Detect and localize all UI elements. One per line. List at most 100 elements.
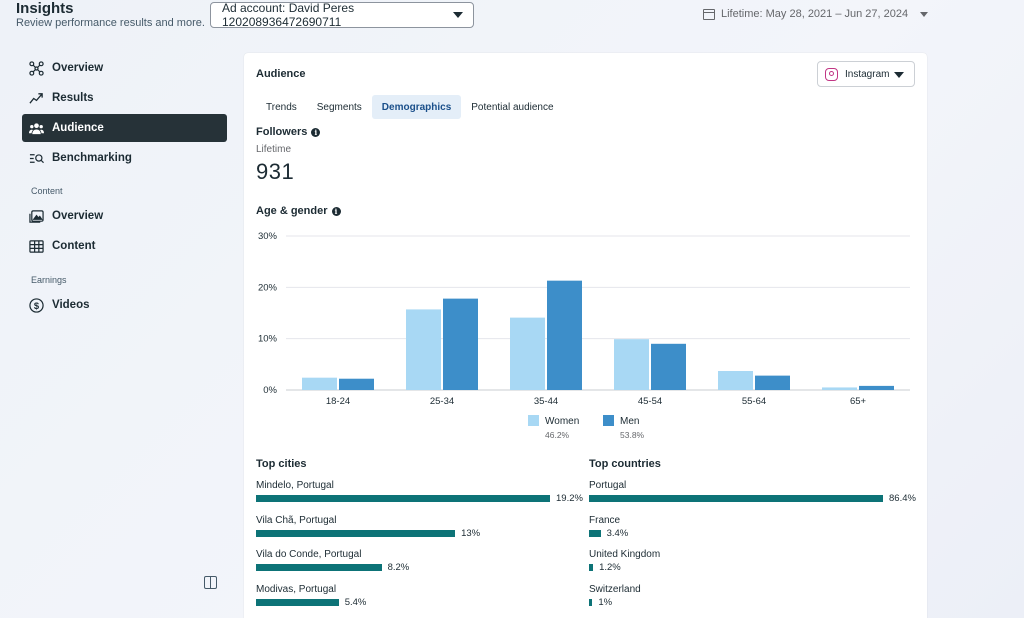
city-label: Modivas, Portugal [256,583,337,595]
caret-down-icon [453,12,463,18]
collapse-sidebar-icon[interactable] [204,576,217,589]
bar-men-65+ [859,385,894,390]
top-cities-title: Top cities [256,458,307,470]
followers-heading: Followers i [256,126,321,138]
sidebar-item-label: Overview [52,210,104,222]
people-icon [29,121,44,136]
benchmark-icon [29,151,44,166]
followers-count: 931 [256,159,295,184]
city-value: 19.2% [556,493,583,504]
calendar-icon [703,8,715,20]
sidebar-item-audience[interactable]: Audience [22,114,227,142]
ad-account-dropdown[interactable]: Ad account: David Peres 1202089364726907… [210,1,474,29]
country-label: United Kingdom [589,549,661,560]
sidebar-item-label: Benchmarking [52,152,132,164]
y-tick-label: 30% [258,231,278,242]
age-gender-label: Age & gender [256,205,328,217]
sidebar-item-videos[interactable]: $ Videos [22,291,227,319]
legend-swatch-men [603,415,614,426]
country-label: Switzerland [589,583,641,595]
instagram-icon [825,67,838,81]
date-range-picker[interactable]: Lifetime: May 28, 2021 – Jun 27, 2024 [703,8,929,20]
sidebar-item-label: Videos [52,299,90,311]
city-bar [256,529,456,537]
sidebar-item-results[interactable]: Results [22,84,227,112]
x-tick-label: 35-44 [534,396,558,407]
bar-men-45-54 [651,343,686,390]
top-countries-title: Top countries [589,458,661,470]
country-bar [589,495,883,502]
table-icon [29,239,44,254]
legend-label-women: Women [545,416,579,427]
bar-men-35-44 [547,280,582,390]
city-value: 5.4% [344,596,367,608]
info-icon[interactable]: i [311,127,321,137]
bar-women-18-24 [302,377,337,390]
followers-period: Lifetime [256,144,292,155]
bar-women-25-34 [406,309,441,390]
card-title: Audience [256,68,306,80]
tab-demographics[interactable]: Demographics [371,95,462,119]
bar-women-55-64 [718,371,753,390]
sidebar-item-content[interactable]: Content [22,232,227,260]
nodes-icon [29,60,44,76]
x-tick-label: 45-54 [638,396,662,407]
ad-account-label: Ad account: David Peres 1202089364726907… [222,1,355,29]
svg-text:$: $ [34,300,40,310]
bar-men-25-34 [443,298,478,390]
sidebar-item-content-overview[interactable]: Overview [22,202,227,230]
legend-swatch-women [528,415,539,426]
date-range-label: Lifetime: May 28, 2021 – Jun 27, 2024 [721,8,909,20]
bar-men-18-24 [339,378,374,390]
info-icon[interactable]: i [331,206,341,216]
legend-share-women: 46.2% [545,430,570,440]
sidebar-section-content: Content [31,186,63,196]
tab-segments[interactable]: Segments [316,101,362,113]
bar-men-55-64 [755,375,790,390]
sidebar-item-label: Overview [52,62,104,74]
trend-icon [29,91,44,106]
sidebar-item-overview[interactable]: Overview [22,54,227,82]
country-bar [589,529,601,537]
dollar-icon: $ [29,297,44,313]
country-bar [589,564,594,571]
legend-label-men: Men [620,416,639,427]
x-tick-label: 25-34 [430,396,454,407]
city-label: Vila Chã, Portugal [256,514,337,526]
city-label: Vila do Conde, Portugal [256,549,362,560]
tab-trends[interactable]: Trends [266,101,297,113]
country-bar [589,598,593,606]
audience-card: Audience Instagram Trends Segments Demog… [244,53,927,618]
x-tick-label: 18-24 [326,396,350,407]
sidebar-item-label: Audience [52,122,104,134]
age-gender-heading: Age & gender i [256,205,341,217]
y-tick-label: 10% [258,334,278,345]
app-title: Insights [16,0,74,17]
country-value: 3.4% [606,527,629,539]
x-tick-label: 65+ [850,396,867,407]
city-bar [256,495,550,502]
platform-dropdown[interactable]: Instagram [817,61,915,87]
city-value: 13% [461,527,481,539]
y-tick-label: 0% [263,385,277,396]
platform-label: Instagram [845,68,890,80]
sidebar-item-benchmarking[interactable]: Benchmarking [22,144,227,172]
app-subtitle: Review performance results and more. [16,17,205,29]
x-tick-label: 55-64 [742,396,766,407]
bar-women-45-54 [614,339,649,390]
sidebar-section-earnings: Earnings [31,275,67,285]
country-value: 86.4% [889,493,916,504]
gallery-icon [29,209,44,224]
country-label: France [589,514,621,526]
city-bar [256,598,339,606]
tab-potential-audience[interactable]: Potential audience [471,101,554,113]
caret-down-icon [894,72,904,78]
bar-women-65+ [822,387,857,390]
tab-bar: Trends Segments Demographics Potential a… [256,95,564,119]
legend-share-men: 53.8% [620,430,645,440]
city-bar [256,564,382,571]
bar-women-35-44 [510,317,545,390]
sidebar-item-label: Content [52,240,96,252]
city-value: 8.2% [387,562,410,573]
country-value: 1.2% [599,562,621,573]
